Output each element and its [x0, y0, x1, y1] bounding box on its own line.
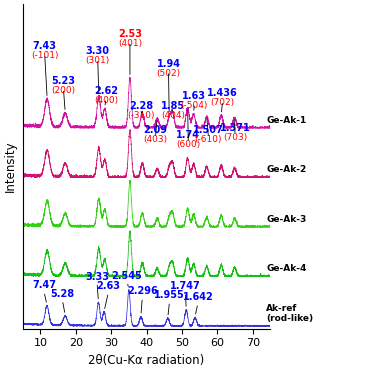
Text: 3.33: 3.33 [85, 272, 109, 282]
Text: Ge-Ak-3: Ge-Ak-3 [266, 214, 307, 224]
Text: 2.63: 2.63 [97, 282, 120, 291]
Text: 3.30: 3.30 [86, 46, 110, 56]
Text: (600): (600) [176, 140, 201, 150]
Text: (200): (200) [51, 86, 75, 95]
Text: 1.642: 1.642 [182, 292, 213, 302]
Y-axis label: Intensity: Intensity [4, 141, 17, 192]
Text: 2.296: 2.296 [127, 286, 158, 296]
Text: 5.28: 5.28 [50, 289, 74, 299]
Text: 1.85: 1.85 [161, 101, 185, 111]
Text: 7.47: 7.47 [32, 280, 56, 290]
Text: 2.62: 2.62 [94, 86, 118, 96]
Text: 2.545: 2.545 [112, 270, 143, 280]
Text: (401): (401) [118, 39, 142, 48]
Text: 2.53: 2.53 [118, 29, 142, 39]
Text: Ge-Ak-2: Ge-Ak-2 [266, 165, 307, 174]
Text: 1.507: 1.507 [193, 125, 224, 135]
Text: 1.955: 1.955 [154, 290, 185, 301]
Text: Ak-ref
(rod-like): Ak-ref (rod-like) [266, 304, 313, 323]
Text: 2.09: 2.09 [143, 125, 167, 135]
Text: 1.436: 1.436 [207, 88, 238, 98]
Text: (-101): (-101) [31, 51, 58, 60]
Text: (301): (301) [86, 56, 110, 65]
Text: (-504): (-504) [181, 101, 208, 110]
X-axis label: 2θ(Cu-Kα radiation): 2θ(Cu-Kα radiation) [89, 354, 205, 367]
Text: 1.371: 1.371 [220, 123, 250, 133]
Text: (703): (703) [223, 133, 247, 142]
Text: 2.28: 2.28 [129, 101, 153, 111]
Text: (702): (702) [211, 98, 235, 107]
Text: (-610): (-610) [195, 135, 222, 144]
Text: 1.94: 1.94 [156, 59, 181, 69]
Text: 1.74: 1.74 [176, 130, 200, 140]
Text: 7.43: 7.43 [33, 41, 57, 51]
Text: 5.23: 5.23 [51, 76, 75, 86]
Text: (-310): (-310) [127, 111, 155, 119]
Text: (502): (502) [156, 69, 181, 78]
Text: Ge-Ak-4: Ge-Ak-4 [266, 264, 307, 273]
Text: (404): (404) [161, 111, 185, 119]
Text: Ge-Ak-1: Ge-Ak-1 [266, 115, 307, 125]
Text: 1.63: 1.63 [182, 91, 206, 101]
Text: (400): (400) [94, 96, 118, 105]
Text: 1.747: 1.747 [170, 282, 201, 291]
Text: (403): (403) [143, 135, 167, 144]
